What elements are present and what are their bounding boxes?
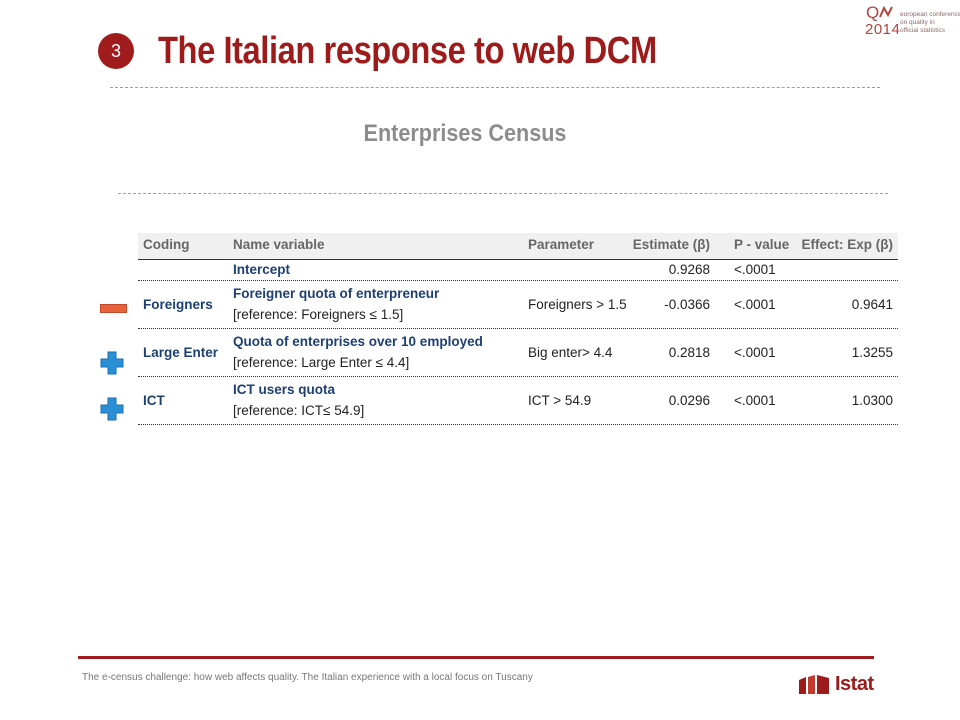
row-parameter: Big enter> 4.4 — [528, 345, 613, 360]
row-name: Foreigner quota of enterpreneur — [233, 286, 440, 301]
istat-logo-text: Istat — [835, 673, 874, 695]
header-name-variable: Name variable — [233, 237, 325, 252]
plus-icon — [100, 351, 124, 375]
slide-title: The Italian response to web DCM — [158, 30, 657, 72]
row-effect: 0.9641 — [851, 297, 893, 312]
plus-icon — [100, 397, 124, 421]
section-subtitle: Enterprises Census — [363, 120, 567, 147]
footer-caption: The e-census challenge: how web affects … — [82, 672, 533, 683]
conference-logo-tagline: european conference on quality in offici… — [900, 11, 960, 34]
footer-divider — [78, 656, 874, 659]
header-estimate: Estimate (β) — [632, 237, 710, 252]
row-estimate: -0.0366 — [664, 297, 710, 312]
row-estimate: 0.9268 — [668, 262, 710, 277]
table-row: Foreigners Foreigner quota of enterprene… — [138, 282, 898, 329]
row-estimate: 0.0296 — [668, 393, 710, 408]
row-reference: [reference: Large Enter ≤ 4.4] — [233, 355, 410, 370]
subtitle-divider — [118, 193, 888, 194]
row-coding: Foreigners — [143, 297, 213, 312]
table-row: ICT ICT users quota [reference: ICT≤ 54.… — [138, 378, 898, 425]
istat-logo: Istat — [797, 672, 877, 698]
row-parameter: Foreigners > 1.5 — [528, 297, 627, 312]
row-name: Intercept — [233, 262, 291, 277]
minus-icon — [100, 304, 127, 313]
row-pvalue: <.0001 — [734, 393, 776, 408]
row-reference: [reference: ICT≤ 54.9] — [233, 403, 365, 418]
conference-logo-year: 2014 — [865, 21, 901, 38]
istat-logo-mark-icon — [799, 675, 829, 694]
header-coding: Coding — [143, 237, 190, 252]
row-estimate: 0.2818 — [668, 345, 710, 360]
row-name: Quota of enterprises over 10 employed — [233, 334, 483, 349]
conference-logo-mark: Q — [866, 3, 880, 22]
row-reference: [reference: Foreigners ≤ 1.5] — [233, 307, 404, 322]
row-effect: 1.3255 — [851, 345, 893, 360]
title-divider — [110, 87, 880, 88]
row-coding: Large Enter — [143, 345, 219, 360]
header-parameter: Parameter — [528, 237, 595, 252]
conference-logo: Q 2014 european conference on quality in… — [864, 3, 960, 43]
row-pvalue: <.0001 — [734, 297, 776, 312]
row-coding: ICT — [143, 393, 165, 408]
row-pvalue: <.0001 — [734, 345, 776, 360]
row-effect: 1.0300 — [851, 393, 893, 408]
conference-logo-graph-icon — [879, 6, 893, 18]
table-row: Large Enter Quota of enterprises over 10… — [138, 330, 898, 377]
row-pvalue: <.0001 — [734, 262, 776, 277]
row-name: ICT users quota — [233, 382, 336, 397]
row-parameter: ICT > 54.9 — [528, 393, 592, 408]
slide-number-badge: 3 — [98, 33, 134, 69]
header-effect: Effect: Exp (β) — [801, 237, 894, 252]
header-pvalue: P - value — [734, 237, 790, 252]
table-row: Intercept 0.9268 <.0001 — [138, 260, 898, 281]
table-header-row: Coding Name variable Parameter Estimate … — [138, 233, 898, 260]
